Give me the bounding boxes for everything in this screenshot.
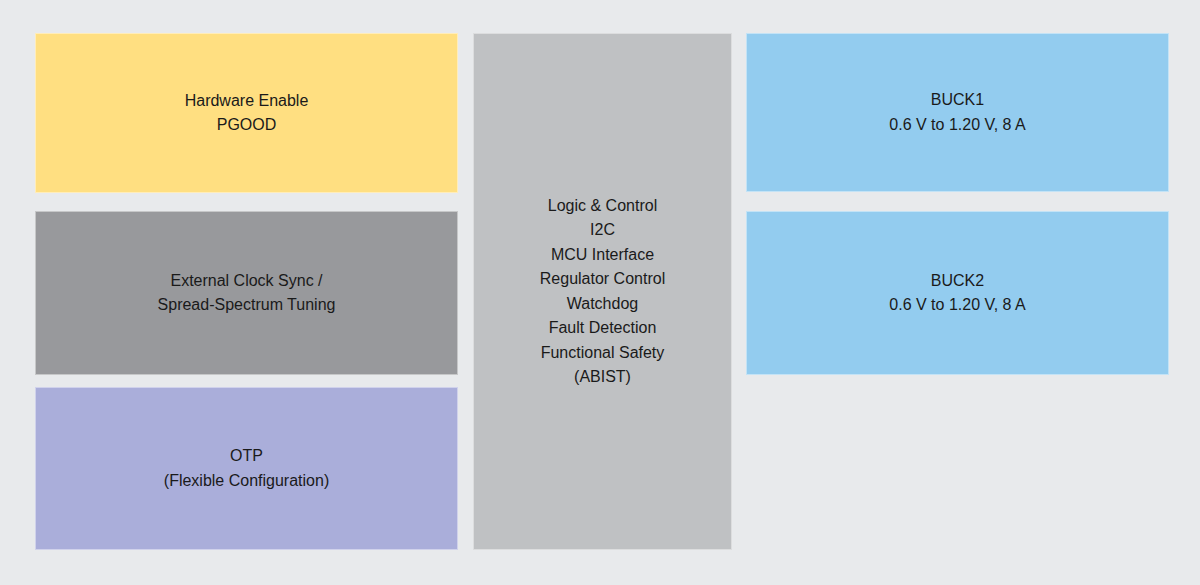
block-diagram: Hardware Enable PGOOD External Clock Syn… <box>0 0 1200 585</box>
block-buck2: BUCK2 0.6 V to 1.20 V, 8 A <box>746 211 1169 375</box>
block-label-line: Logic & Control <box>548 194 657 219</box>
block-label-line: Watchdog <box>567 292 638 317</box>
block-label-line: PGOOD <box>217 113 277 138</box>
block-label-line: MCU Interface <box>551 243 654 268</box>
block-label-line: BUCK1 <box>931 88 984 113</box>
block-label-line: 0.6 V to 1.20 V, 8 A <box>889 113 1025 138</box>
block-label-line: (Flexible Configuration) <box>164 469 329 494</box>
block-label-line: Regulator Control <box>540 267 665 292</box>
block-label-line: BUCK2 <box>931 269 984 294</box>
block-label-line: I2C <box>590 218 615 243</box>
block-logic-and-control: Logic & Control I2C MCU Interface Regula… <box>473 33 732 550</box>
block-label-line: Fault Detection <box>549 316 657 341</box>
block-buck1: BUCK1 0.6 V to 1.20 V, 8 A <box>746 33 1169 192</box>
block-label-line: External Clock Sync / <box>170 269 322 294</box>
block-label-line: 0.6 V to 1.20 V, 8 A <box>889 293 1025 318</box>
block-external-clock-sync: External Clock Sync / Spread-Spectrum Tu… <box>35 211 458 375</box>
block-label-line: (ABIST) <box>574 365 631 390</box>
block-label-line: Functional Safety <box>541 341 665 366</box>
block-hardware-enable: Hardware Enable PGOOD <box>35 33 458 193</box>
block-label-line: Hardware Enable <box>185 89 309 114</box>
block-label-line: OTP <box>230 444 263 469</box>
block-label-line: Spread-Spectrum Tuning <box>158 293 336 318</box>
block-otp: OTP (Flexible Configuration) <box>35 387 458 550</box>
